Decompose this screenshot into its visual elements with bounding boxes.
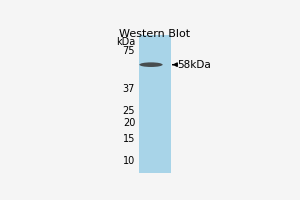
Text: 75: 75	[123, 46, 135, 56]
Text: 25: 25	[123, 106, 135, 116]
Ellipse shape	[140, 62, 163, 67]
Text: 15: 15	[123, 134, 135, 144]
Text: 10: 10	[123, 156, 135, 166]
Bar	[139, 35, 171, 173]
Text: 58kDa: 58kDa	[177, 60, 211, 70]
Text: Western Blot: Western Blot	[119, 29, 190, 39]
Text: kDa: kDa	[116, 37, 135, 47]
Text: 37: 37	[123, 84, 135, 94]
Text: 20: 20	[123, 118, 135, 128]
